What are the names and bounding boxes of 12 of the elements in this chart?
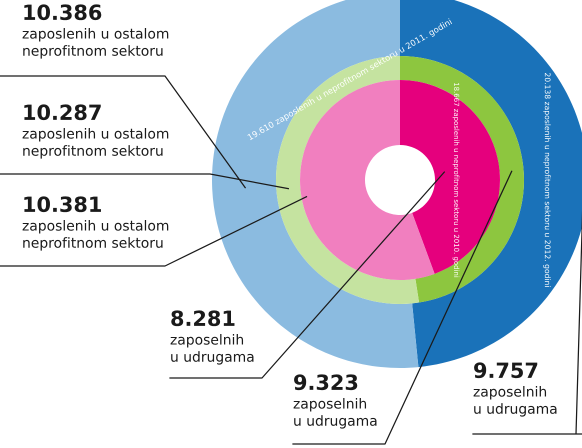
slice-label: zaposlenih u ostalom neprofitnom sektoru xyxy=(22,220,168,251)
slice-label: zaposlenih u ostalom neprofitnom sektoru xyxy=(22,28,168,59)
slice-label: zaposelnih u udrugama xyxy=(170,334,254,365)
slice-label: zaposelnih u udrugama xyxy=(294,398,376,429)
data-label: 8.281 xyxy=(171,310,234,326)
data-label: 10.386 xyxy=(24,4,102,20)
data-label: 9.757 xyxy=(474,362,538,378)
slice-label: zaposlenih u ostalom neprofitnom sektoru xyxy=(22,128,168,159)
data-label: 10.381 xyxy=(24,196,101,212)
data-label: 10.287 xyxy=(24,104,101,120)
slice-label: zaposelnih u udrugama xyxy=(474,386,556,417)
data-label: 9.323 xyxy=(294,374,358,390)
